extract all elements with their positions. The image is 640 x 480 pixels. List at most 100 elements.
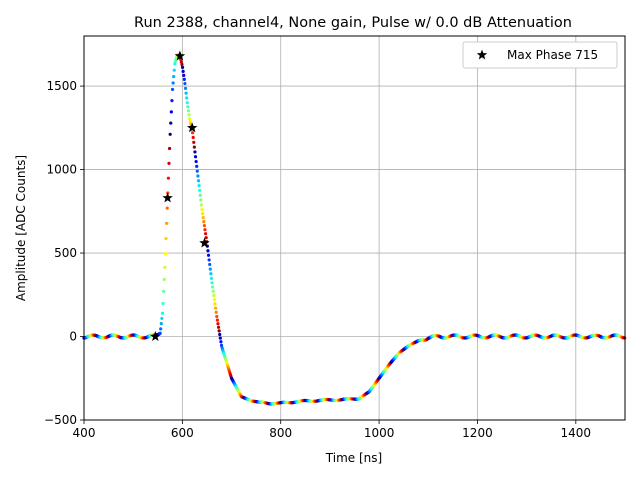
data-point (180, 65, 185, 69)
data-point (192, 145, 196, 149)
x-tick-label: 800 (269, 426, 292, 440)
data-point (199, 203, 204, 207)
data-point (219, 343, 224, 347)
data-point (183, 86, 188, 90)
data-point (210, 281, 214, 285)
data-point (185, 101, 189, 105)
legend-box (462, 41, 618, 69)
max-phase-star (186, 122, 198, 133)
data-point (202, 220, 206, 224)
data-point (168, 132, 172, 136)
chart-title: Run 2388, channel4, None gain, Pulse w/ … (134, 15, 572, 31)
data-point (160, 311, 165, 315)
data-point (212, 293, 216, 298)
data-point (172, 75, 176, 79)
data-point (167, 161, 171, 165)
data-point (163, 265, 167, 269)
data-point (196, 174, 200, 178)
data-point (180, 62, 184, 67)
data-point (218, 336, 222, 340)
data-point (160, 316, 164, 321)
data-point (172, 68, 176, 72)
x-tick-label: 400 (73, 426, 96, 440)
data-point (170, 87, 175, 92)
y-tick-label: 0 (69, 330, 77, 344)
data-point (196, 179, 201, 183)
data-point (217, 329, 221, 333)
data-point (186, 105, 190, 109)
data-point (158, 331, 162, 335)
data-point (193, 150, 197, 154)
data-point (192, 140, 196, 144)
data-point (190, 131, 195, 135)
legend: Max Phase 715 (462, 41, 618, 69)
data-point (169, 121, 173, 125)
plot-frame (83, 35, 626, 421)
data-point (179, 60, 183, 64)
max-phase-star (174, 50, 186, 61)
data-point (188, 117, 192, 121)
data-point (171, 81, 175, 85)
data-point (188, 119, 192, 124)
data-point (203, 232, 208, 236)
data-point (194, 159, 198, 164)
x-axis-ticks: 400 600 800 1000 1200 1400 (73, 420, 592, 440)
data-point (182, 73, 186, 77)
data-point (186, 109, 191, 113)
data-point (219, 340, 223, 344)
data-point (212, 298, 217, 302)
data-point (211, 285, 215, 289)
data-point (199, 198, 203, 202)
x-tick-label: 1400 (561, 426, 592, 440)
data-point (204, 236, 208, 240)
data-point (183, 81, 187, 86)
data-point (203, 228, 207, 232)
data-point (206, 249, 210, 253)
data-point (161, 301, 165, 306)
data-point (202, 224, 206, 228)
data-point (159, 322, 163, 326)
data-point (211, 289, 215, 293)
data-point (218, 332, 222, 337)
data-point (182, 77, 186, 82)
data-point (207, 258, 211, 262)
data-point (166, 176, 170, 180)
y-tick-label: 1000 (46, 163, 77, 177)
data-point (206, 253, 211, 257)
data-point (198, 193, 202, 197)
data-point (193, 155, 198, 159)
max-phase-star (162, 192, 173, 203)
data-point (208, 267, 212, 271)
data-point (216, 325, 221, 329)
data-point (195, 169, 199, 173)
data-point (198, 188, 202, 192)
data-point (169, 110, 173, 114)
data-point (163, 252, 168, 256)
data-point (201, 216, 205, 220)
x-tick-label: 1200 (462, 426, 493, 440)
data-point (185, 96, 189, 100)
x-tick-label: 600 (171, 426, 194, 440)
x-axis-label: Time [ns] (325, 451, 382, 465)
data-point (159, 327, 163, 331)
legend-star-icon (476, 49, 488, 60)
data-point (165, 221, 169, 225)
y-axis-label: Amplitude [ADC Counts] (14, 155, 28, 301)
max-phase-markers (150, 50, 210, 341)
max-phase-star (199, 237, 210, 248)
data-point (191, 135, 195, 140)
data-point (215, 318, 219, 322)
data-point (201, 212, 205, 216)
y-axis-ticks: −500 0 500 1000 1500 (44, 79, 84, 427)
data-point (213, 302, 217, 306)
data-point (197, 183, 201, 188)
data-point (165, 206, 169, 210)
data-point (214, 310, 218, 314)
y-tick-label: −500 (44, 413, 77, 427)
data-point (173, 62, 177, 66)
legend-label: Max Phase 715 (507, 48, 598, 62)
max-phase-star (150, 331, 161, 341)
data-point (209, 276, 214, 280)
